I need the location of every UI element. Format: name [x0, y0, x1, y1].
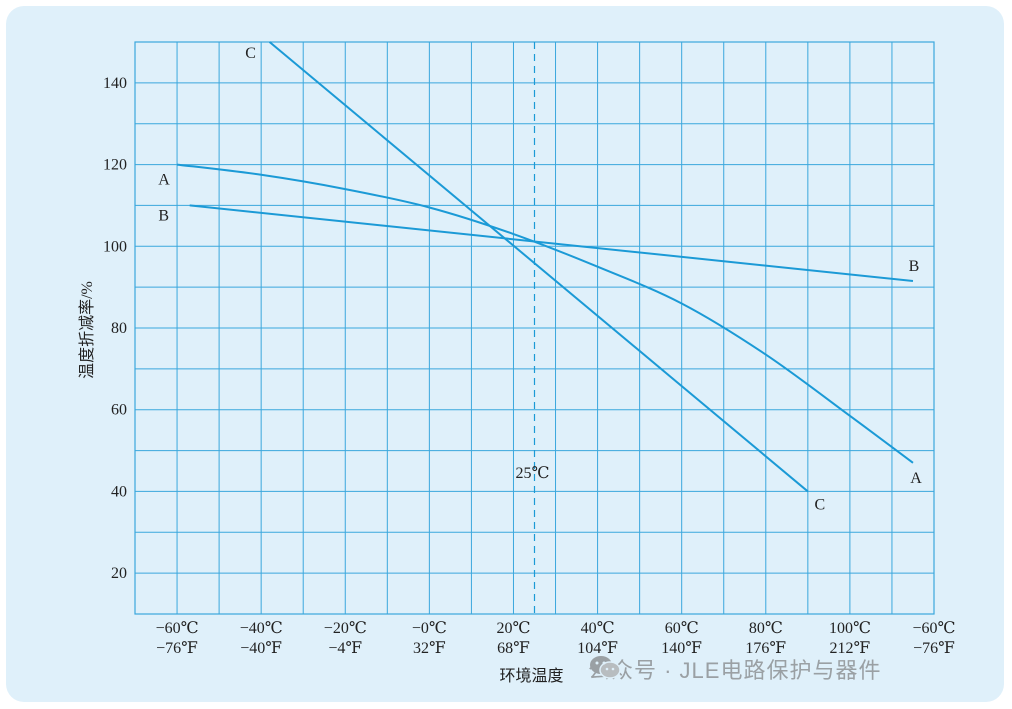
- x-tick-label-fahrenheit: 32℉: [413, 640, 446, 657]
- series-line-b: [189, 204, 914, 283]
- series-label-c: C: [815, 496, 826, 513]
- x-tick-label-fahrenheit: 140℉: [661, 640, 702, 657]
- series-label-c: C: [245, 45, 256, 62]
- watermark: 公众号 · JLE电路保护与器件: [588, 654, 881, 684]
- series-label-b: B: [909, 258, 920, 275]
- x-tick-label-fahrenheit: 104℉: [577, 640, 618, 657]
- x-tick-label-celsius: 60℃: [665, 620, 699, 637]
- x-tick-label-celsius: −20℃: [324, 620, 367, 637]
- x-tick-label-fahrenheit: 212℉: [830, 640, 871, 657]
- y-tick-label: 80: [111, 320, 127, 337]
- x-tick-label-fahrenheit: 176℉: [745, 640, 786, 657]
- x-tick-label-celsius: 40℃: [581, 620, 615, 637]
- wechat-icon: [590, 656, 621, 679]
- x-tick-label-celsius: 100℃: [829, 620, 871, 637]
- series-line-c: [268, 41, 809, 493]
- reference-line-label: 25℃: [516, 465, 550, 482]
- y-tick-label: 120: [103, 157, 127, 174]
- series-label-b: B: [158, 207, 169, 224]
- series-label-a: A: [158, 172, 170, 189]
- x-tick-label-fahrenheit: −4℉: [328, 640, 362, 657]
- x-tick-label-fahrenheit: −76℉: [913, 640, 955, 657]
- y-tick-label: 20: [111, 565, 127, 582]
- x-tick-label-celsius: −60℃: [913, 620, 956, 637]
- watermark-text: 公众号 · JLE电路保护与器件: [588, 658, 882, 683]
- x-tick-label-celsius: −40℃: [240, 620, 283, 637]
- y-tick-label: 100: [103, 238, 127, 255]
- x-tick-label-celsius: −60℃: [156, 620, 199, 637]
- series-label-a: A: [910, 470, 922, 487]
- x-tick-label-fahrenheit: 68℉: [497, 640, 530, 657]
- series-line-a: [176, 163, 914, 464]
- x-tick-label-fahrenheit: −40℉: [240, 640, 282, 657]
- y-tick-label: 140: [103, 75, 127, 92]
- y-tick-label: 60: [111, 402, 127, 419]
- x-tick-label-fahrenheit: −76℉: [156, 640, 198, 657]
- chart-panel: [6, 6, 1004, 702]
- x-tick-label-celsius: 80℃: [749, 620, 783, 637]
- y-axis-title: 温度折减率/%: [78, 281, 96, 379]
- x-axis-title: 环境温度: [499, 666, 563, 685]
- x-tick-label-celsius: −0℃: [412, 620, 447, 637]
- x-tick-label-celsius: 20℃: [497, 620, 531, 637]
- y-tick-label: 40: [111, 483, 127, 500]
